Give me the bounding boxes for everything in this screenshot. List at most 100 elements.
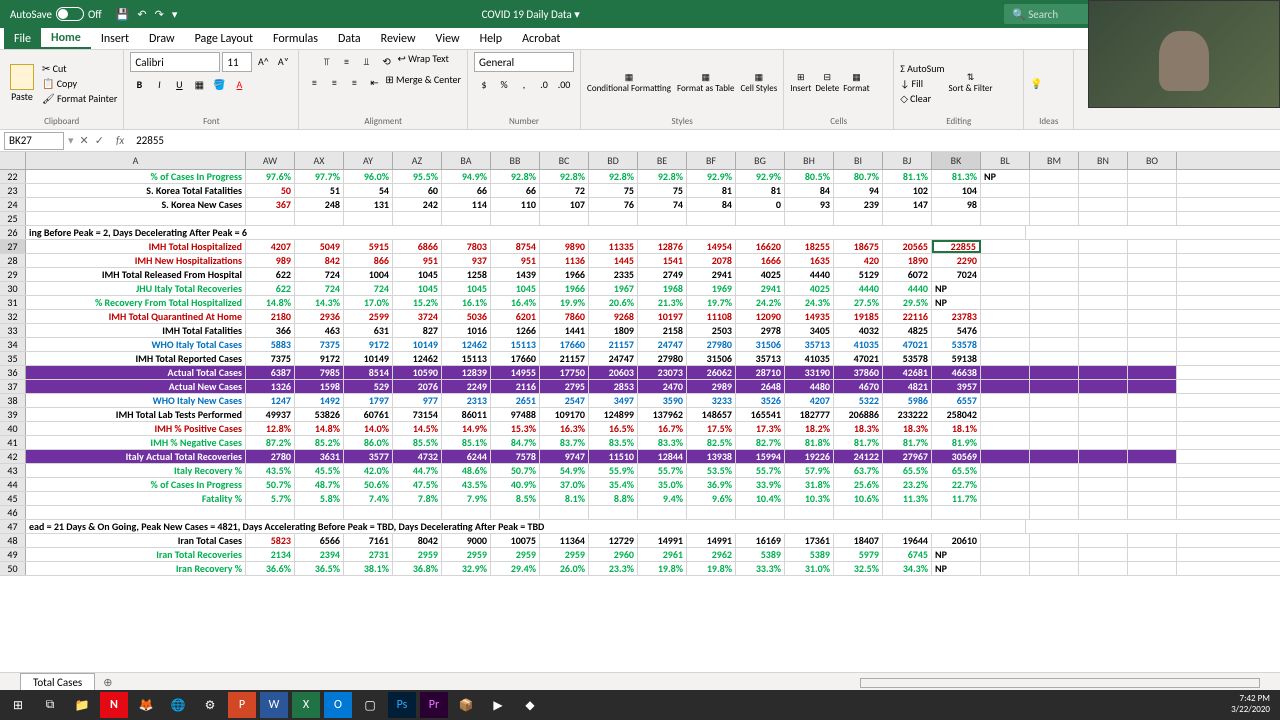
- cell[interactable]: 95.5%: [393, 170, 442, 183]
- cell[interactable]: 2290: [932, 254, 981, 267]
- cell[interactable]: 33.3%: [736, 562, 785, 575]
- cell[interactable]: [1128, 562, 1177, 575]
- cell[interactable]: [932, 506, 981, 519]
- cell[interactable]: 51: [295, 184, 344, 197]
- cell[interactable]: [981, 240, 1030, 253]
- cell[interactable]: 12462: [442, 338, 491, 351]
- cell[interactable]: 1809: [589, 324, 638, 337]
- increase-font-icon[interactable]: A^: [254, 52, 272, 70]
- cell[interactable]: [1128, 548, 1177, 561]
- cell[interactable]: 248: [295, 198, 344, 211]
- cell[interactable]: [1128, 198, 1177, 211]
- cell[interactable]: 239: [834, 198, 883, 211]
- task-view-icon[interactable]: ⧉: [36, 692, 64, 718]
- cell[interactable]: [1079, 170, 1128, 183]
- cell[interactable]: 86.0%: [344, 436, 393, 449]
- ribbon-tab-help[interactable]: Help: [470, 28, 513, 49]
- cell[interactable]: [981, 296, 1030, 309]
- row-header-43[interactable]: 43: [0, 464, 26, 477]
- cell[interactable]: 9890: [540, 240, 589, 253]
- cell[interactable]: 17750: [540, 366, 589, 379]
- row-header-27[interactable]: 27: [0, 240, 26, 253]
- add-sheet-button[interactable]: ⊕: [95, 676, 120, 689]
- cell[interactable]: 16.1%: [442, 296, 491, 309]
- cell[interactable]: 81: [736, 184, 785, 197]
- cell[interactable]: 2180: [246, 310, 295, 323]
- cell[interactable]: 47021: [834, 352, 883, 365]
- cell[interactable]: [1128, 254, 1177, 267]
- cell[interactable]: 50.7%: [491, 464, 540, 477]
- cell[interactable]: 84: [785, 184, 834, 197]
- cell[interactable]: [1079, 548, 1128, 561]
- cell[interactable]: 14.5%: [393, 422, 442, 435]
- row-header-33[interactable]: 33: [0, 324, 26, 337]
- row-header-30[interactable]: 30: [0, 282, 26, 295]
- row-label[interactable]: Actual New Cases: [26, 380, 246, 393]
- cell[interactable]: 12729: [589, 534, 638, 547]
- cell[interactable]: 4821: [883, 380, 932, 393]
- row-header-36[interactable]: 36: [0, 366, 26, 379]
- vlc-icon[interactable]: ▶: [484, 692, 512, 718]
- row-header-50[interactable]: 50: [0, 562, 26, 575]
- cell[interactable]: [1030, 212, 1079, 225]
- cell[interactable]: 53.5%: [687, 464, 736, 477]
- column-header-BC[interactable]: BC: [540, 152, 589, 169]
- cell[interactable]: 19.9%: [540, 296, 589, 309]
- cell[interactable]: 35713: [785, 338, 834, 351]
- cell[interactable]: [981, 268, 1030, 281]
- cell[interactable]: 66: [442, 184, 491, 197]
- cell[interactable]: [1079, 506, 1128, 519]
- cell[interactable]: 76: [589, 198, 638, 211]
- cell[interactable]: [491, 212, 540, 225]
- cell[interactable]: [1128, 184, 1177, 197]
- cell[interactable]: [1030, 282, 1079, 295]
- cell[interactable]: 16.5%: [589, 422, 638, 435]
- italic-button[interactable]: I: [150, 75, 168, 93]
- cell[interactable]: 40.9%: [491, 478, 540, 491]
- cell[interactable]: 7375: [295, 338, 344, 351]
- cell[interactable]: [932, 212, 981, 225]
- row-label[interactable]: IMH Total Fatalities: [26, 324, 246, 337]
- accept-formula-icon[interactable]: ✓: [95, 134, 104, 147]
- cell[interactable]: 15.2%: [393, 296, 442, 309]
- cell[interactable]: 1045: [442, 282, 491, 295]
- cell[interactable]: [1030, 184, 1079, 197]
- cell[interactable]: 25.6%: [834, 478, 883, 491]
- cell[interactable]: 50: [246, 184, 295, 197]
- cell[interactable]: 367: [246, 198, 295, 211]
- cell[interactable]: 55.7%: [638, 464, 687, 477]
- cell[interactable]: [1030, 310, 1079, 323]
- cell[interactable]: 1045: [491, 282, 540, 295]
- cell[interactable]: 5.8%: [295, 492, 344, 505]
- cell[interactable]: 2249: [442, 380, 491, 393]
- row-header-24[interactable]: 24: [0, 198, 26, 211]
- row-label[interactable]: Iran Total Recoveries: [26, 548, 246, 561]
- cell[interactable]: 14.8%: [246, 296, 295, 309]
- cell[interactable]: 2941: [687, 268, 736, 281]
- cell[interactable]: [1079, 352, 1128, 365]
- cell[interactable]: [1079, 184, 1128, 197]
- bold-button[interactable]: B: [130, 75, 148, 93]
- cell[interactable]: 15994: [736, 450, 785, 463]
- cell[interactable]: 36.5%: [295, 562, 344, 575]
- cell[interactable]: [540, 506, 589, 519]
- cell[interactable]: 86011: [442, 408, 491, 421]
- ribbon-tab-insert[interactable]: Insert: [91, 28, 139, 49]
- cell[interactable]: [981, 324, 1030, 337]
- cell[interactable]: [981, 394, 1030, 407]
- cell[interactable]: [1030, 254, 1079, 267]
- cell[interactable]: 82.7%: [736, 436, 785, 449]
- cell[interactable]: 7.4%: [344, 492, 393, 505]
- row-label[interactable]: IMH Total Reported Cases: [26, 352, 246, 365]
- column-header-BE[interactable]: BE: [638, 152, 687, 169]
- row-label[interactable]: JHU Italy Total Recoveries: [26, 282, 246, 295]
- row-label[interactable]: [26, 506, 246, 519]
- cell[interactable]: 463: [295, 324, 344, 337]
- cell[interactable]: 9747: [540, 450, 589, 463]
- percent-icon[interactable]: %: [495, 75, 513, 93]
- cell[interactable]: 724: [344, 282, 393, 295]
- cell[interactable]: [1079, 338, 1128, 351]
- cell[interactable]: [1030, 366, 1079, 379]
- cell[interactable]: [1079, 198, 1128, 211]
- cell[interactable]: 18.3%: [834, 422, 883, 435]
